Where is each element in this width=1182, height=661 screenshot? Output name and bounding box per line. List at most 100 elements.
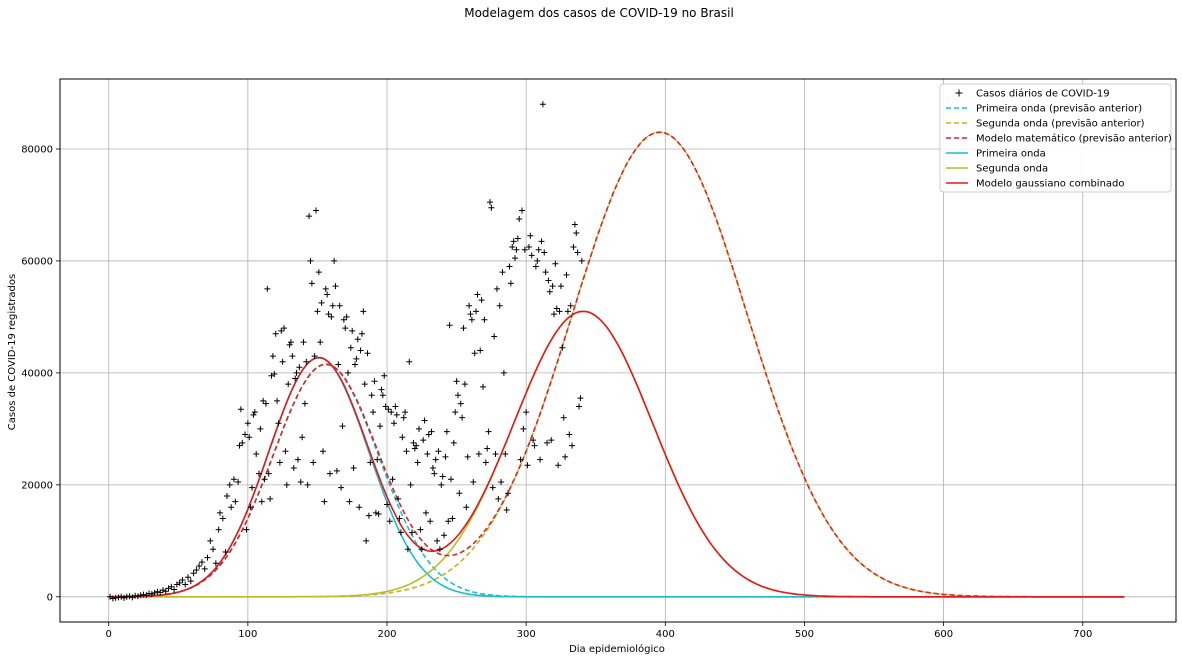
data-point [300, 339, 307, 346]
data-point [527, 232, 534, 239]
data-point [292, 375, 299, 382]
data-point [262, 400, 269, 407]
data-point [226, 481, 233, 488]
data-point [253, 451, 260, 458]
data-point [496, 302, 503, 309]
data-point [236, 442, 243, 449]
data-point [261, 476, 268, 483]
data-point [513, 246, 520, 253]
data-point [112, 594, 119, 601]
data-point [349, 327, 356, 334]
data-point [542, 269, 549, 276]
x-tick-label: 400 [656, 629, 675, 640]
legend-item: Modelo gaussiano combinado [946, 179, 1125, 190]
legend-label: Casos diários de COVID-19 [976, 88, 1110, 100]
legend-marker [955, 89, 963, 97]
data-point [381, 372, 388, 379]
data-point [356, 504, 363, 511]
data-point [335, 361, 342, 368]
data-point [563, 271, 570, 278]
data-point [416, 425, 423, 432]
data-point [414, 459, 421, 466]
data-point [283, 481, 290, 488]
data-point [467, 311, 474, 318]
data-point [417, 526, 424, 533]
data-point [250, 411, 257, 418]
data-point [406, 358, 413, 365]
legend-label: Primeira onda [976, 149, 1046, 160]
data-point [460, 325, 467, 332]
data-point [223, 493, 230, 500]
data-point [260, 397, 267, 404]
data-point [492, 451, 499, 458]
data-point [413, 442, 420, 449]
data-point [350, 465, 357, 472]
data-point [282, 448, 289, 455]
data-point [210, 546, 217, 553]
data-point [121, 594, 128, 601]
data-point [354, 336, 361, 343]
data-point [310, 459, 317, 466]
data-point [258, 498, 265, 505]
data-point [484, 445, 491, 452]
legend-box [939, 83, 1172, 193]
data-point [468, 316, 475, 323]
data-point [518, 207, 525, 214]
series-line-3 [108, 131, 1125, 598]
legend-item: Segunda onda [946, 164, 1048, 175]
data-point [491, 333, 498, 340]
data-point [190, 570, 197, 577]
data-point [193, 566, 200, 573]
data-point [439, 473, 446, 480]
data-point [570, 243, 577, 250]
x-tick-label: 200 [377, 629, 396, 640]
data-point [514, 235, 521, 242]
data-point [367, 459, 374, 466]
data-point [428, 428, 435, 435]
data-point [251, 409, 258, 416]
legend-item: Primeira onda [946, 149, 1046, 160]
data-point [212, 560, 219, 567]
legend-item: Modelo matemático (previsão anterior) [946, 133, 1172, 145]
data-point [332, 283, 339, 290]
data-point [559, 344, 566, 351]
data-point [516, 215, 523, 222]
data-point [289, 353, 296, 360]
data-point [421, 417, 428, 424]
data-point [331, 257, 338, 264]
data-point [525, 243, 532, 250]
x-tick-label: 0 [106, 629, 112, 640]
data-point [422, 509, 429, 516]
data-point [146, 590, 153, 597]
data-point [171, 586, 178, 593]
data-point [328, 313, 335, 320]
data-point [281, 325, 288, 332]
data-point [506, 263, 513, 270]
data-point [517, 456, 524, 463]
data-point [541, 249, 548, 256]
data-point [562, 453, 569, 460]
data-point [555, 462, 562, 469]
data-point [486, 199, 493, 206]
data-point [566, 431, 573, 438]
data-point [471, 350, 478, 357]
data-point [249, 484, 256, 491]
data-point [296, 364, 303, 371]
x-tick-label: 600 [934, 629, 953, 640]
data-point [493, 285, 500, 292]
data-point [151, 589, 158, 596]
data-point [232, 498, 239, 505]
data-point [276, 459, 283, 466]
data-point [500, 369, 507, 376]
data-point [318, 299, 325, 306]
data-point [432, 456, 439, 463]
data-point [361, 381, 368, 388]
data-point [243, 526, 250, 533]
data-point [134, 593, 141, 600]
data-point [140, 591, 147, 598]
data-point [445, 518, 452, 525]
data-point [215, 526, 222, 533]
data-point [473, 308, 480, 315]
data-point [315, 269, 322, 276]
